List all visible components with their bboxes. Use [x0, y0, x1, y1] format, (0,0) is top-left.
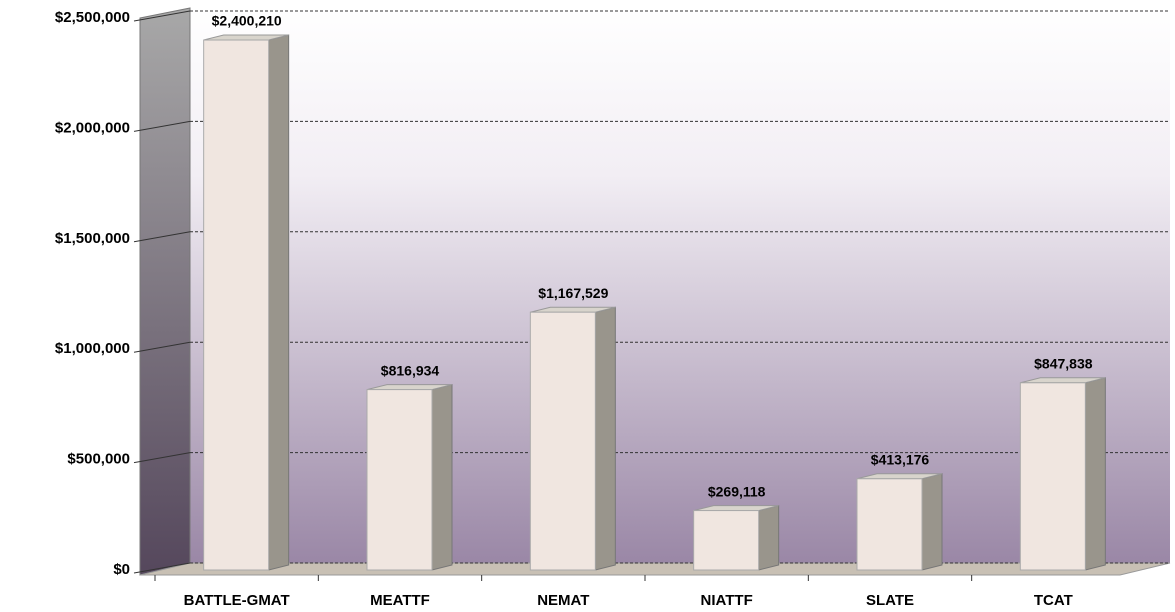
value-label: $1,167,529	[538, 285, 608, 301]
tick-mark	[133, 10, 191, 22]
tick-mark	[133, 341, 191, 353]
y-tick-label: $500,000	[67, 451, 130, 468]
bar-side	[758, 504, 780, 571]
x-tick-label: NEMAT	[537, 592, 589, 609]
bar	[203, 39, 270, 571]
tick-mark	[133, 231, 191, 243]
y-tick-label: $0	[113, 561, 130, 578]
value-label: $816,934	[381, 362, 440, 378]
bar-side	[1084, 377, 1106, 571]
back-wall	[190, 8, 1170, 563]
bar	[529, 311, 596, 571]
value-label: $413,176	[871, 451, 930, 467]
floor	[139, 562, 1171, 576]
bar	[856, 478, 923, 571]
value-label: $2,400,210	[212, 13, 282, 29]
y-tick-label: $2,000,000	[55, 119, 130, 136]
bar	[693, 510, 760, 571]
x-tick-label: SLATE	[866, 592, 914, 609]
y-tick-label: $1,500,000	[55, 230, 130, 247]
x-tick-label: BATTLE-GMAT	[184, 592, 290, 609]
bar-side	[594, 306, 616, 571]
value-label: $847,838	[1034, 356, 1093, 372]
bar-side	[268, 34, 290, 571]
side-wall	[139, 7, 191, 576]
tick-mark	[133, 562, 191, 574]
bar	[366, 389, 433, 571]
bar-side	[431, 383, 453, 571]
bar	[1019, 382, 1086, 571]
y-tick-label: $1,000,000	[55, 340, 130, 357]
value-label: $269,118	[708, 483, 766, 499]
x-tick-label: TCAT	[1034, 592, 1073, 609]
x-tick-label: MEATTF	[370, 592, 430, 609]
y-tick-label: $2,500,000	[55, 9, 130, 26]
x-tick-label: NIATTF	[701, 592, 753, 609]
bar-side	[921, 473, 943, 571]
tick-mark	[133, 452, 191, 464]
tick-mark	[133, 120, 191, 132]
